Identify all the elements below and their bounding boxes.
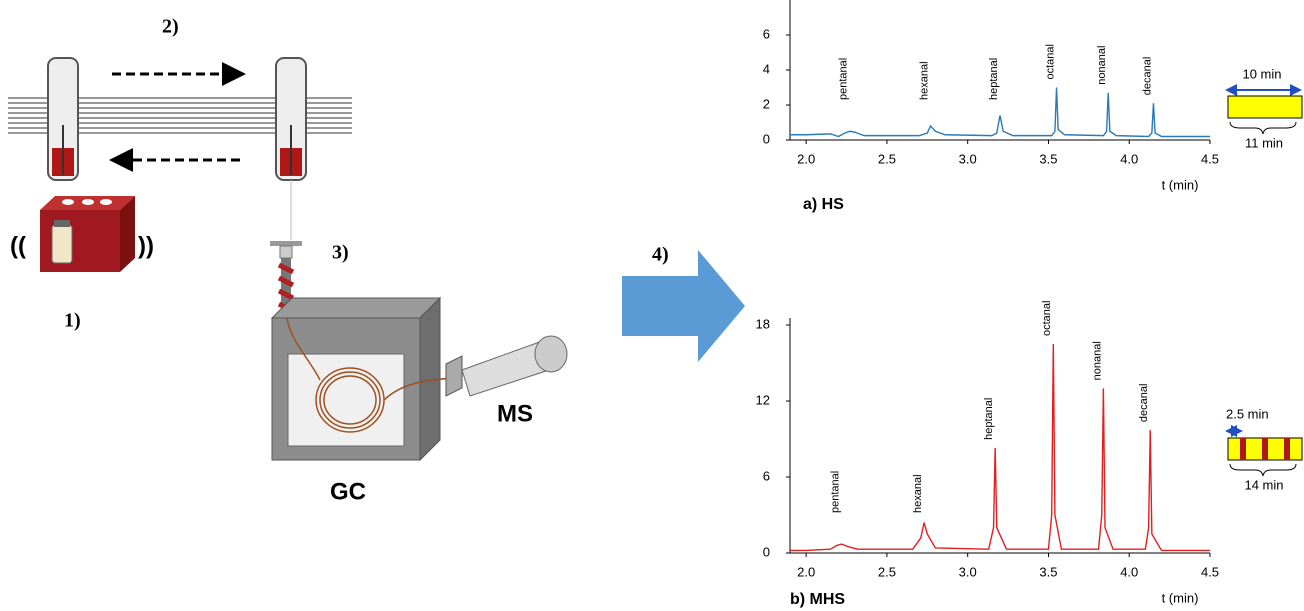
chromatogram-line <box>790 344 1210 550</box>
x-tick-label: 2.0 <box>797 151 815 166</box>
peak-label: pentanal <box>838 58 850 100</box>
step-label: 1) <box>64 310 81 332</box>
x-tick-label: 2.5 <box>878 151 896 166</box>
inset-label: 14 min <box>1244 477 1283 492</box>
syringe-right <box>276 58 306 240</box>
peak-label: octanal <box>1041 301 1053 336</box>
x-tick-label: 3.0 <box>959 564 977 579</box>
inset-label: 11 min <box>1245 135 1283 150</box>
y-tick-label: 2 <box>763 96 770 111</box>
peak-label: heptanal <box>988 58 1000 100</box>
peak-label: heptanal <box>983 398 995 440</box>
syringe-left <box>48 58 78 180</box>
peak-label: octanal <box>1044 44 1056 79</box>
x-tick-label: 4.5 <box>1201 151 1219 166</box>
step-label: 2) <box>162 16 179 38</box>
x-tick-label: 4.0 <box>1120 151 1138 166</box>
y-tick-label: 18 <box>756 316 770 331</box>
y-tick-label: 12 <box>756 392 770 407</box>
y-tick-label: 6 <box>763 26 770 41</box>
shake-mark: (( <box>10 232 26 259</box>
peak-label: pentanal <box>830 471 842 513</box>
x-tick-label: 2.5 <box>878 564 896 579</box>
brace <box>1230 464 1296 476</box>
ms-detector <box>446 336 567 396</box>
chart-caption: a) HS <box>803 196 844 213</box>
sampling-step <box>1284 438 1290 460</box>
x-tick-label: 4.0 <box>1120 564 1138 579</box>
gc-label: GC <box>330 478 366 505</box>
peak-label: hexanal <box>918 61 930 100</box>
figure: 1) 2) 3) 4) (( )) GC MS 0 2 4 6 2.0 2.5 3.0 3.5… <box>0 0 1304 611</box>
y-tick-label: 0 <box>763 131 770 146</box>
y-tick-label: 6 <box>763 468 770 483</box>
chart-caption: b) MHS <box>790 591 845 608</box>
brace <box>1230 122 1296 134</box>
flow-arrow <box>622 250 745 362</box>
x-axis-label: t (min) <box>1162 177 1199 192</box>
shake-mark: )) <box>138 232 154 259</box>
x-tick-label: 4.5 <box>1201 564 1219 579</box>
peak-label: nonanal <box>1096 46 1108 85</box>
y-tick-label: 0 <box>763 544 770 559</box>
peak-label: hexanal <box>912 474 924 513</box>
sampling-bar <box>1228 96 1302 118</box>
peak-label: nonanal <box>1091 341 1103 380</box>
inset-label: 2.5 min <box>1226 406 1269 421</box>
x-tick-label: 3.5 <box>1039 564 1057 579</box>
peak-label: decanal <box>1141 57 1153 96</box>
peak-label: decanal <box>1138 384 1150 423</box>
x-tick-label: 3.0 <box>959 151 977 166</box>
inset-label: 10 min <box>1242 66 1281 81</box>
y-tick-label: 4 <box>763 61 770 76</box>
step-label: 4) <box>652 244 669 266</box>
sampling-step <box>1240 438 1246 460</box>
step-label: 3) <box>332 242 349 264</box>
x-tick-label: 3.5 <box>1039 151 1057 166</box>
gc-oven <box>272 298 455 460</box>
sampling-step <box>1262 438 1268 460</box>
ms-label: MS <box>497 400 533 427</box>
agitator <box>40 196 135 272</box>
x-tick-label: 2.0 <box>797 564 815 579</box>
x-axis-label: t (min) <box>1162 590 1199 605</box>
